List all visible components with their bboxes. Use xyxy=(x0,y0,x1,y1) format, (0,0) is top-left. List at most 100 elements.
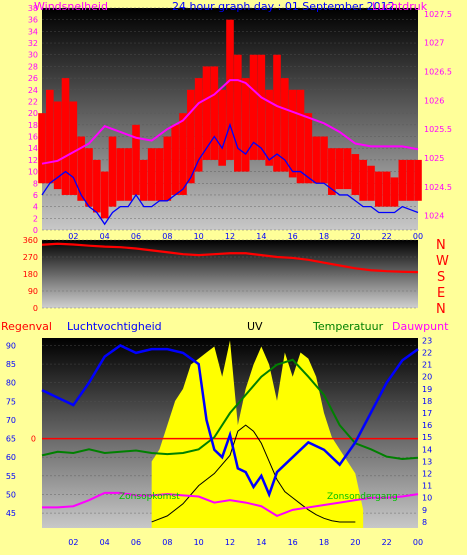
humidity-axis-tick: 65 xyxy=(6,435,16,444)
wind-range-bar xyxy=(288,89,297,178)
wind-range-bar xyxy=(194,78,203,172)
wind-x-tick: 00 xyxy=(413,232,423,241)
humidity-axis-tick: 45 xyxy=(6,509,16,518)
wind-axis-tick: 28 xyxy=(28,62,38,71)
wind-axis-tick: 18 xyxy=(28,121,38,130)
wind-range-bar xyxy=(296,89,305,184)
wind-direction-line xyxy=(41,242,419,274)
sunrise-label: Zonsopkomst xyxy=(119,492,180,502)
wind-range-bar xyxy=(390,177,399,207)
wind-range-bar xyxy=(179,113,187,195)
humidity-layer xyxy=(41,340,419,528)
humidity-axis-tick: 55 xyxy=(6,472,16,481)
wind-range-bar xyxy=(53,101,62,190)
wind-range-bar xyxy=(375,171,383,207)
wind-axis-tick: 22 xyxy=(28,97,38,106)
wind-range-bar xyxy=(116,148,125,201)
wind-x-tick: 22 xyxy=(382,232,392,241)
wind-range-bar xyxy=(382,171,391,207)
wind-x-tick: 14 xyxy=(256,232,266,241)
wind-axis-tick: 24 xyxy=(28,86,38,95)
wind-x-tick: 02 xyxy=(68,232,78,241)
chart-title: 24 hour graph day : 01 September 2012 xyxy=(172,0,395,13)
wind-range-bar xyxy=(140,159,148,201)
rain-axis-tick: 0 xyxy=(31,435,36,444)
wind-range-bar xyxy=(171,124,179,195)
wind-range-bar xyxy=(328,148,336,195)
humidity-x-tick: 14 xyxy=(256,538,266,547)
uv-axis-tick: 20 xyxy=(422,373,432,382)
uv-axis-tick: 11 xyxy=(422,482,432,491)
wind-x-tick: 20 xyxy=(350,232,360,241)
compass-e: E xyxy=(437,286,445,301)
compass-n-top: N xyxy=(436,238,446,253)
wind-range-bar xyxy=(147,148,156,201)
wind-axis-tick: 30 xyxy=(28,51,38,60)
wind-range-bar xyxy=(218,89,226,166)
wind-range-bar xyxy=(359,159,367,201)
uv-axis-tick: 17 xyxy=(422,409,432,418)
wind-range-bar xyxy=(367,165,375,201)
wind-axis-tick: 4 xyxy=(33,203,38,212)
wind-axis-tick: 38 xyxy=(28,4,38,13)
wind-axis-tick: 8 xyxy=(33,179,38,188)
gust-line xyxy=(41,122,419,226)
direction-axis-tick: 270 xyxy=(23,253,38,262)
humidity-label: Luchtvochtigheid xyxy=(67,320,162,333)
wind-range-bar xyxy=(320,136,328,184)
humidity-x-tick: 18 xyxy=(319,538,329,547)
wind-axis-tick: 34 xyxy=(28,27,38,36)
wind-range-bar xyxy=(241,78,250,172)
wind-range-bar xyxy=(124,148,132,201)
wind-range-bar xyxy=(77,136,85,201)
wind-range-bar xyxy=(304,113,313,184)
humidity-x-tick: 12 xyxy=(225,538,235,547)
wind-axis-tick: 36 xyxy=(28,16,38,25)
uv-axis-tick: 23 xyxy=(422,336,432,345)
axes-layer: 0246810121416182022242628303234363810241… xyxy=(6,4,452,547)
wind-range-bar xyxy=(108,136,117,207)
wind-axis-tick: 12 xyxy=(28,156,38,165)
wind-axis-tick: 2 xyxy=(33,214,38,223)
uv-axis-tick: 16 xyxy=(422,421,432,430)
uv-axis-tick: 22 xyxy=(422,349,432,358)
uv-axis-tick: 21 xyxy=(422,361,432,370)
wind-range-bar xyxy=(38,113,46,184)
direction-axis-tick: 0 xyxy=(33,304,38,313)
wind-range-bar xyxy=(100,171,109,219)
pressure-axis-tick: 1024.5 xyxy=(424,183,452,192)
humidity-axis-tick: 85 xyxy=(6,360,16,369)
wind-range-bar xyxy=(163,136,172,201)
wind-range-bar xyxy=(61,78,70,195)
humidity-x-tick: 10 xyxy=(194,538,204,547)
humidity-axis-tick: 80 xyxy=(6,379,16,388)
sunset-label: Zonsondergang xyxy=(327,492,398,502)
humidity-x-tick: 02 xyxy=(68,538,78,547)
direction-axis-tick: 90 xyxy=(28,287,38,296)
uv-label: UV xyxy=(247,320,263,333)
wind-x-tick: 08 xyxy=(162,232,172,241)
wind-x-tick: 04 xyxy=(100,232,110,241)
wind-axis-tick: 26 xyxy=(28,74,38,83)
wind-axis-tick: 10 xyxy=(28,168,38,177)
uv-axis-tick: 15 xyxy=(422,433,432,442)
uv-axis-tick: 18 xyxy=(422,397,432,406)
wind-range-bar xyxy=(335,148,344,190)
humidity-axis-tick: 90 xyxy=(6,341,16,350)
wind-range-bar xyxy=(69,101,78,195)
wind-range-bar xyxy=(202,66,211,160)
wind-range-bar xyxy=(406,159,414,201)
humidity-x-tick: 16 xyxy=(288,538,298,547)
wind-range-bar xyxy=(312,136,320,184)
wind-speed-label: Windsnelheid xyxy=(34,0,108,13)
wind-x-tick: 06 xyxy=(131,232,141,241)
direction-layer xyxy=(41,239,419,309)
wind-range-bar xyxy=(132,124,140,195)
direction-axis-tick: 180 xyxy=(23,270,38,279)
wind-range-bar xyxy=(398,159,407,201)
uv-axis-tick: 8 xyxy=(422,518,427,527)
humidity-x-tick: 08 xyxy=(162,538,172,547)
wind-x-tick: 10 xyxy=(194,232,204,241)
